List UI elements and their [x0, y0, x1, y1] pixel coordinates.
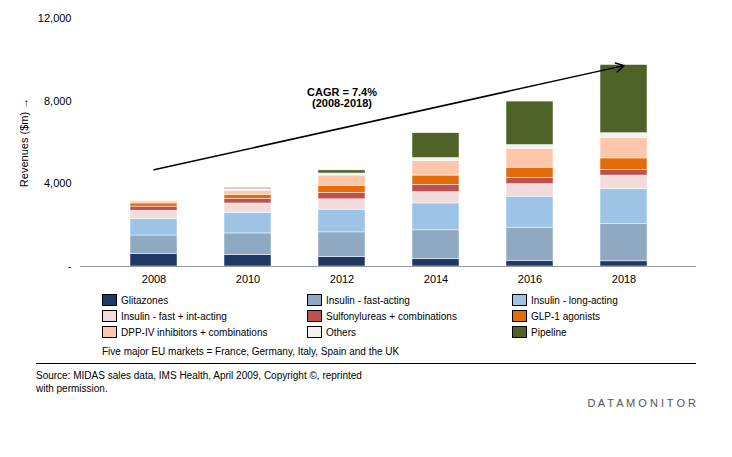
html-text:Insulin - fast + int-acting: Insulin - fast + int-acting — [121, 310, 227, 322]
svg-text:2016: 2016 — [518, 273, 542, 285]
html-text:Insulin - long-acting: Insulin - long-acting — [531, 294, 618, 306]
svg-text:CAGR = 7.4%(2008-2018): CAGR = 7.4%(2008-2018) — [307, 86, 377, 109]
html-text:Pipeline: Pipeline — [531, 326, 567, 338]
svg-text:12,000: 12,000 — [38, 12, 72, 24]
html-text:Sulfonylureas + combinations: Sulfonylureas + combinations — [326, 310, 457, 322]
html-text:D A T A M O N I T O R: D A T A M O N I T O R — [587, 397, 696, 409]
html-text:GLP-1 agonists: GLP-1 agonists — [531, 310, 600, 322]
svg-text:2008: 2008 — [142, 273, 166, 285]
html-text:Glitazones: Glitazones — [121, 294, 169, 306]
svg-text:2018: 2018 — [612, 273, 636, 285]
html-text:Source: MIDAS sales data, IMS: Source: MIDAS sales data, IMS Health, Ap… — [36, 370, 362, 381]
html-text:Others: Others — [326, 326, 356, 338]
html-text:DPP-IV inhibitors + combinatio: DPP-IV inhibitors + combinations — [121, 326, 268, 338]
html-text:with permission.: with permission. — [36, 383, 108, 394]
html-text:Five major EU markets = France: Five major EU markets = France, Germany,… — [102, 346, 400, 357]
svg-text:8,000: 8,000 — [44, 95, 72, 107]
svg-text:2010: 2010 — [236, 273, 260, 285]
svg-text:2012: 2012 — [330, 273, 354, 285]
svg-text:2014: 2014 — [424, 273, 448, 285]
svg-text:Revenues ($m) →: Revenues ($m) → — [18, 98, 30, 187]
svg-text:4,000: 4,000 — [44, 177, 72, 189]
svg-text:-: - — [68, 260, 72, 272]
html-text:Insulin - fast-acting: Insulin - fast-acting — [326, 294, 410, 306]
